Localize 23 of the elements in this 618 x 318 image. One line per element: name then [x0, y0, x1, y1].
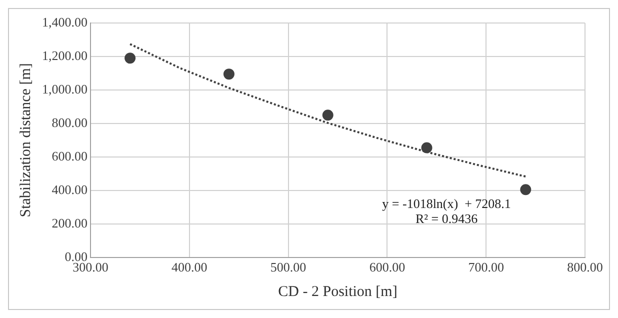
x-tick-label: 400.00 [172, 260, 208, 275]
y-tick-label: 1,200.00 [42, 48, 88, 63]
point [124, 52, 136, 64]
x-axis-title: CD - 2 Position [m] [278, 284, 398, 300]
y-tick-label: 0.00 [64, 248, 88, 264]
point [520, 184, 532, 196]
y-tick-label: 1,400.00 [42, 14, 88, 30]
x-tick-label: 600.00 [369, 260, 406, 275]
y-tick-label: 400.00 [52, 182, 88, 197]
y-axis-title: Stabilization distance [m] [18, 63, 34, 218]
y-tick-label: 800.00 [52, 114, 88, 130]
x-tick-label: 800.00 [567, 260, 603, 275]
annotation: R² = 0.9436 [415, 211, 478, 226]
point [322, 110, 334, 121]
point [421, 142, 432, 154]
y-tick-label: 600.00 [52, 148, 88, 164]
point [223, 68, 234, 80]
y-tick-label: 200.00 [52, 215, 88, 230]
y-tick-label: 1,000.00 [42, 81, 88, 96]
x-tick-label: 700.00 [468, 260, 504, 275]
line-series [129, 43, 527, 178]
x-tick-label: 500.00 [270, 260, 306, 275]
annotation: y = -1018ln(x) + 7208.1 [382, 196, 511, 212]
